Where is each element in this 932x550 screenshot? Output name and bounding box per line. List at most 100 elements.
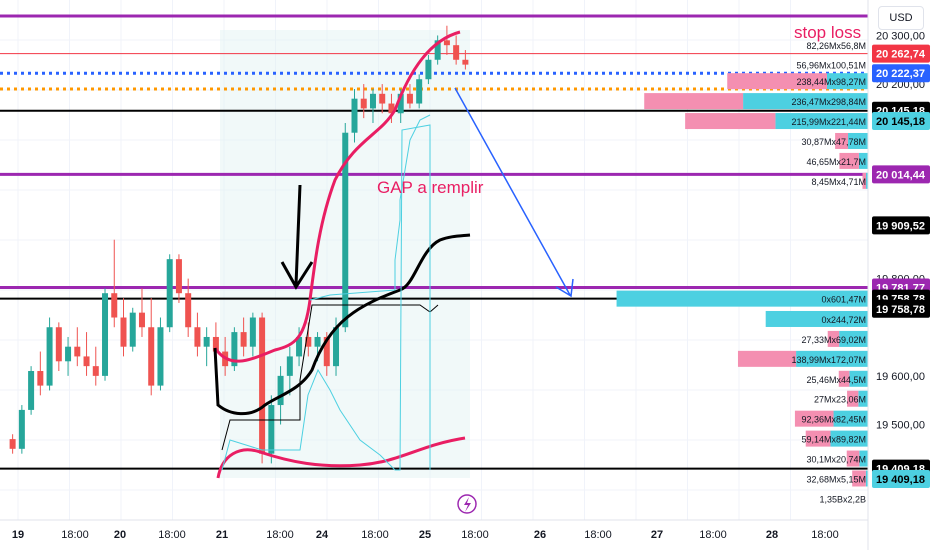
candle-body <box>185 293 192 328</box>
volume-bar-pink <box>727 73 827 90</box>
volume-label: 92,36Mx82,45M <box>801 415 866 425</box>
candle-body <box>18 409 25 449</box>
volume-bar-cyan <box>765 310 868 327</box>
volume-bar-pink <box>805 430 831 447</box>
x-tick-label: 18:00 <box>61 529 89 541</box>
candle-body <box>138 312 145 328</box>
price-tag <box>872 64 930 83</box>
candle-body <box>286 356 293 376</box>
price-tag <box>872 299 930 318</box>
price-tag <box>872 44 930 63</box>
price-tag-label: 20 145,18 <box>876 116 925 128</box>
volume-label: 59,14Mx89,82M <box>801 435 866 445</box>
volume-bar-pink <box>838 370 850 387</box>
candlesticks[interactable] <box>9 25 469 464</box>
candle-body <box>212 336 219 352</box>
candle-body <box>333 327 340 367</box>
volume-bar-cyan <box>848 132 868 149</box>
volume-bar-pink <box>852 470 866 487</box>
candle-body <box>416 79 423 104</box>
volume-label: 82,26Mx56,8M <box>806 41 866 51</box>
candle-body <box>203 336 210 347</box>
x-tick-label: 18:00 <box>699 529 727 541</box>
candle-body <box>92 366 99 376</box>
black-down-arrow <box>280 184 314 290</box>
candle-body <box>360 98 367 109</box>
volume-profile-bars: 82,26Mx56,8M 56,96Mx100,51M 238,44Mx98,27M… <box>616 41 868 504</box>
volume-label: 56,96Mx100,51M <box>796 61 866 71</box>
candle-body <box>249 317 256 347</box>
cyan-step-line <box>221 124 431 471</box>
volume-bar-cyan <box>775 113 868 130</box>
price-tag-label: 19 909,52 <box>876 220 925 232</box>
price-tag <box>872 216 930 235</box>
price-tag <box>872 165 930 184</box>
candle-body <box>102 293 109 376</box>
candle-body <box>166 259 173 328</box>
volume-bar-cyan <box>796 350 868 367</box>
volume-label: 30,87Mx47,78M <box>801 137 866 147</box>
volume-label: 138,99Mx172,07M <box>791 355 866 365</box>
candle-body <box>83 356 90 367</box>
currency-button[interactable]: USD <box>878 6 924 30</box>
annotation-texts: stop loss GAP a remplir <box>377 23 861 514</box>
candle-body <box>65 346 72 362</box>
cyan-step-line-2 <box>309 114 431 301</box>
x-tick-label: 18:00 <box>461 529 489 541</box>
x-tick-label: 25 <box>419 529 431 541</box>
volume-bar-cyan <box>849 370 868 387</box>
candle-body <box>157 327 164 386</box>
y-tick-label: 19 500,00 <box>876 420 925 432</box>
x-tick-label: 18:00 <box>811 529 839 541</box>
volume-label: 0x244,72M <box>821 315 866 325</box>
price-tag <box>872 112 930 131</box>
candle-body <box>406 93 413 104</box>
volume-label: 46,65Mx21,7M <box>806 157 866 167</box>
x-tick-label: 28 <box>766 529 778 541</box>
indicator-overlays <box>213 30 574 479</box>
x-axis: 19 18:00 20 18:00 21 18:00 24 18:00 25 18:00 26 18:… <box>0 519 868 541</box>
black-vwap-line <box>213 233 471 416</box>
price-tag-label: 20 222,37 <box>876 68 925 80</box>
volume-bar-cyan <box>858 390 868 407</box>
x-tick-label: 18:00 <box>584 529 612 541</box>
volume-label: 0x601,47M <box>821 295 866 305</box>
candle-body <box>46 327 53 386</box>
volume-bar-cyan <box>833 410 868 427</box>
candle-body <box>323 336 330 367</box>
candle-body <box>453 45 460 60</box>
x-tick-label: 24 <box>316 529 329 541</box>
candle-body <box>268 405 275 454</box>
candle-body <box>231 332 238 367</box>
volume-bar-pink <box>737 350 797 367</box>
blue-projection-arrow <box>454 87 574 298</box>
candle-body <box>175 259 182 294</box>
volume-bar-pink <box>794 410 834 427</box>
volume-label: 215,99Mx221,44M <box>791 117 866 127</box>
lightning-event-icon <box>457 494 477 514</box>
volume-bar-cyan <box>866 172 868 189</box>
candle-body <box>120 317 127 347</box>
gap-label: GAP a remplir <box>377 178 484 197</box>
volume-bar-cyan <box>743 93 868 110</box>
volume-bar-cyan <box>839 330 868 347</box>
candle-body <box>379 93 386 104</box>
volume-bar-pink <box>644 93 744 110</box>
thin-black-structure <box>221 304 439 451</box>
x-tick-label: 18:00 <box>361 529 389 541</box>
price-tag-label: 20 014,44 <box>876 169 926 181</box>
candle-body <box>388 103 395 114</box>
volume-bar-cyan <box>830 430 868 447</box>
candle-body <box>443 40 450 46</box>
candle-body <box>55 327 62 362</box>
x-tick-label: 27 <box>651 529 663 541</box>
candle-body <box>314 336 321 347</box>
candle-body <box>194 327 201 347</box>
price-tag-label: 19 758,78 <box>876 304 925 316</box>
candle-body <box>148 327 155 386</box>
volume-bar-cyan <box>859 450 868 467</box>
volume-bar-cyan <box>616 290 868 307</box>
candle-body <box>434 40 441 60</box>
